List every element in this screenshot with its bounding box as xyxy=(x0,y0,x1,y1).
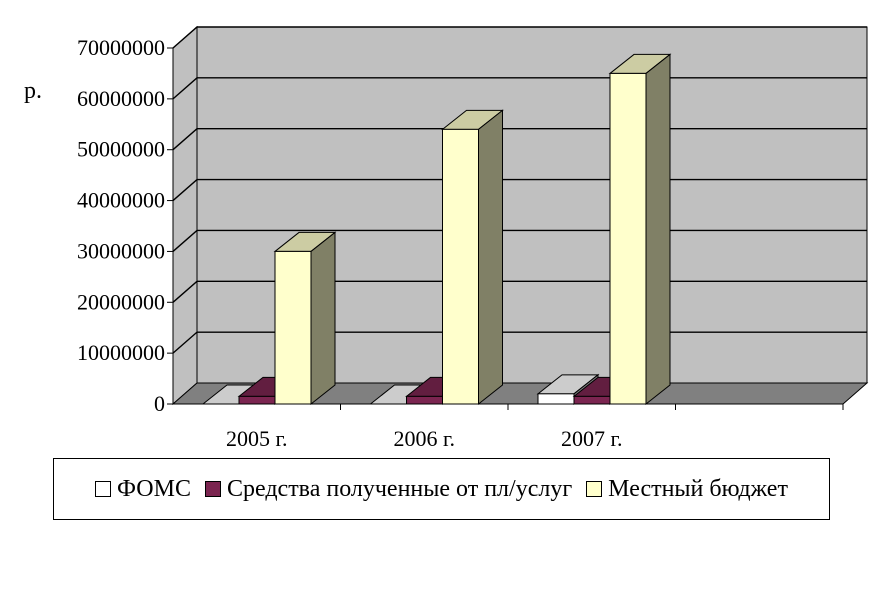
y-tick-label: 20000000 xyxy=(77,289,165,314)
bar-side xyxy=(645,53,671,406)
bar-front xyxy=(274,250,312,405)
bar-front xyxy=(442,128,479,405)
legend-label: ФОМС xyxy=(117,475,191,502)
y-tick-labels: 0 10000000 20000000 30000000 40000000 5000000… xyxy=(77,35,165,416)
legend-label: Средства полученные от пл/услуг xyxy=(226,475,573,502)
bar-front xyxy=(406,395,443,405)
chart-walls xyxy=(171,25,869,406)
side-wall xyxy=(172,25,198,406)
x-tick-labels: 2005 г. 2006 г. 2007 г. xyxy=(226,426,623,451)
bar-front xyxy=(609,72,647,405)
legend-label: Местный бюджет xyxy=(608,475,788,502)
legend-swatch xyxy=(95,481,112,497)
y-axis-unit-label: р. xyxy=(24,78,42,104)
legend-swatch xyxy=(586,481,603,497)
legend-item: Средства полученные от пл/услуг xyxy=(204,475,573,503)
bar-side xyxy=(310,231,336,406)
bar xyxy=(441,109,504,406)
bar xyxy=(608,53,672,406)
x-tick-label: 2006 г. xyxy=(393,426,455,451)
legend: ФОМС Средства полученные от пл/услуг Местн… xyxy=(53,458,830,520)
axes xyxy=(167,47,844,410)
legend-item: Местный бюджет xyxy=(586,476,788,503)
bar-front xyxy=(238,395,276,405)
y-tick-label: 40000000 xyxy=(77,188,165,213)
y-tick-label: 70000000 xyxy=(77,35,165,60)
x-tick-label: 2005 г. xyxy=(226,426,288,451)
y-tick-label: 10000000 xyxy=(77,340,165,365)
bars xyxy=(201,53,672,406)
y-tick-label: 0 xyxy=(154,391,165,416)
y-tick-label: 30000000 xyxy=(77,238,165,263)
bar xyxy=(273,231,337,406)
x-tick-label: 2007 г. xyxy=(561,426,623,451)
gridline xyxy=(172,26,867,49)
bar-chart: 0 10000000 20000000 30000000 40000000 5000000… xyxy=(24,25,869,451)
bar-front xyxy=(573,395,611,405)
legend-item: ФОМС xyxy=(95,476,191,503)
bar-front xyxy=(537,393,575,405)
legend-swatch xyxy=(204,481,221,497)
y-tick-label: 60000000 xyxy=(77,86,165,111)
y-tick-label: 50000000 xyxy=(77,137,165,162)
bar-side xyxy=(478,109,503,406)
